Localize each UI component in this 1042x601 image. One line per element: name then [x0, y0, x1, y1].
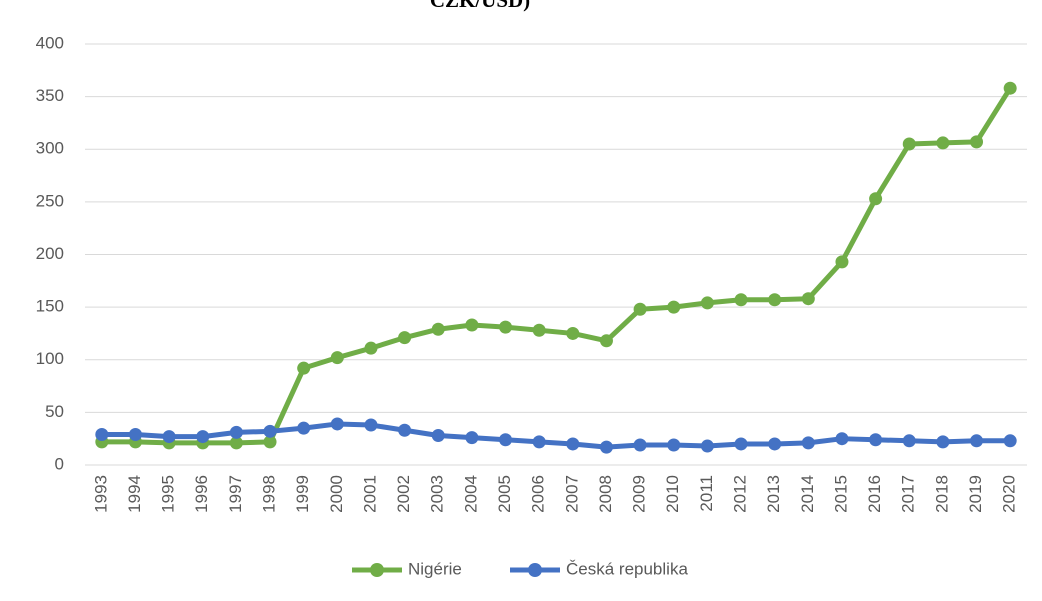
- x-tick-label: 1994: [125, 475, 144, 513]
- x-tick-label: 2019: [966, 475, 985, 513]
- x-tick-label: 2018: [932, 475, 951, 513]
- x-tick-label: 2001: [360, 475, 379, 513]
- point: [196, 430, 210, 444]
- point: [902, 434, 916, 448]
- y-tick-label: 150: [36, 297, 64, 316]
- x-tick-label: 2008: [596, 475, 615, 513]
- x-tick-label: 2015: [831, 475, 850, 513]
- point: [970, 135, 984, 149]
- x-tick-label: 2005: [495, 475, 514, 513]
- x-tick-label: 1998: [260, 475, 279, 513]
- point: [431, 429, 445, 443]
- y-tick-label: 400: [36, 33, 64, 52]
- point: [599, 334, 613, 348]
- point: [297, 361, 311, 375]
- point: [734, 293, 748, 307]
- point: [465, 431, 479, 445]
- x-tick-label: 1995: [159, 475, 178, 513]
- x-tick-label: 1997: [226, 475, 245, 513]
- x-tick-label: 1996: [192, 475, 211, 513]
- point: [700, 296, 714, 310]
- point: [869, 433, 883, 447]
- y-tick-label: 50: [45, 402, 64, 421]
- point: [229, 425, 243, 439]
- point: [633, 302, 647, 316]
- series-line: [101, 86, 1013, 446]
- point: [128, 427, 142, 441]
- legend-label: Nigérie: [408, 559, 462, 578]
- point: [835, 255, 849, 269]
- point: [263, 435, 277, 449]
- point: [566, 437, 580, 451]
- point: [633, 438, 647, 452]
- point: [532, 323, 546, 337]
- y-tick-label: 0: [55, 454, 64, 473]
- point: [801, 436, 815, 450]
- point: [162, 430, 176, 444]
- x-tick-label: 2003: [428, 475, 447, 513]
- x-tick-label: 2000: [327, 475, 346, 513]
- point: [667, 438, 681, 452]
- point: [465, 318, 479, 332]
- point: [566, 326, 580, 340]
- x-tick-label: 2016: [865, 475, 884, 513]
- legend-swatch-marker: [528, 563, 542, 577]
- legend-label: Česká republika: [566, 559, 688, 578]
- point: [297, 421, 311, 435]
- point: [364, 341, 378, 355]
- chart-title: CZK/USD): [430, 0, 530, 12]
- legend-swatch-marker: [370, 563, 384, 577]
- point: [398, 423, 412, 437]
- point: [936, 136, 950, 150]
- point: [1003, 81, 1017, 95]
- x-tick-label: 2012: [731, 475, 750, 513]
- y-tick-label: 350: [36, 86, 64, 105]
- y-tick-label: 250: [36, 191, 64, 210]
- point: [263, 424, 277, 438]
- x-tick-label: 1999: [293, 475, 312, 513]
- x-tick-label: 2013: [764, 475, 783, 513]
- x-tick-label: 2014: [798, 475, 817, 513]
- point: [768, 437, 782, 451]
- point: [330, 417, 344, 431]
- point: [801, 292, 815, 306]
- x-tick-label: 2011: [697, 475, 716, 512]
- point: [330, 351, 344, 365]
- x-tick-label: 2010: [663, 475, 682, 513]
- point: [869, 192, 883, 206]
- point: [667, 300, 681, 314]
- point: [970, 434, 984, 448]
- point: [902, 137, 916, 151]
- point: [364, 418, 378, 432]
- point: [734, 437, 748, 451]
- x-tick-label: 2006: [529, 475, 548, 513]
- point: [936, 435, 950, 449]
- x-tick-label: 2004: [461, 475, 480, 513]
- y-tick-label: 100: [36, 349, 64, 368]
- point: [229, 436, 243, 450]
- point: [499, 320, 513, 334]
- point: [599, 440, 613, 454]
- point: [768, 293, 782, 307]
- x-tick-label: 2007: [562, 475, 581, 513]
- series-line: [101, 421, 1011, 450]
- point: [431, 322, 445, 336]
- x-tick-label: 2020: [1000, 475, 1019, 513]
- point: [1003, 434, 1017, 448]
- y-tick-label: 200: [36, 244, 64, 263]
- x-tick-label: 1993: [91, 475, 110, 513]
- x-tick-label: 2002: [394, 475, 413, 513]
- point: [95, 427, 109, 441]
- point: [499, 433, 513, 447]
- point: [532, 435, 546, 449]
- x-tick-label: 2009: [630, 475, 649, 513]
- x-tick-label: 2017: [899, 475, 918, 513]
- point: [700, 439, 714, 453]
- y-tick-label: 300: [36, 139, 64, 158]
- point: [398, 331, 412, 345]
- point: [835, 432, 849, 446]
